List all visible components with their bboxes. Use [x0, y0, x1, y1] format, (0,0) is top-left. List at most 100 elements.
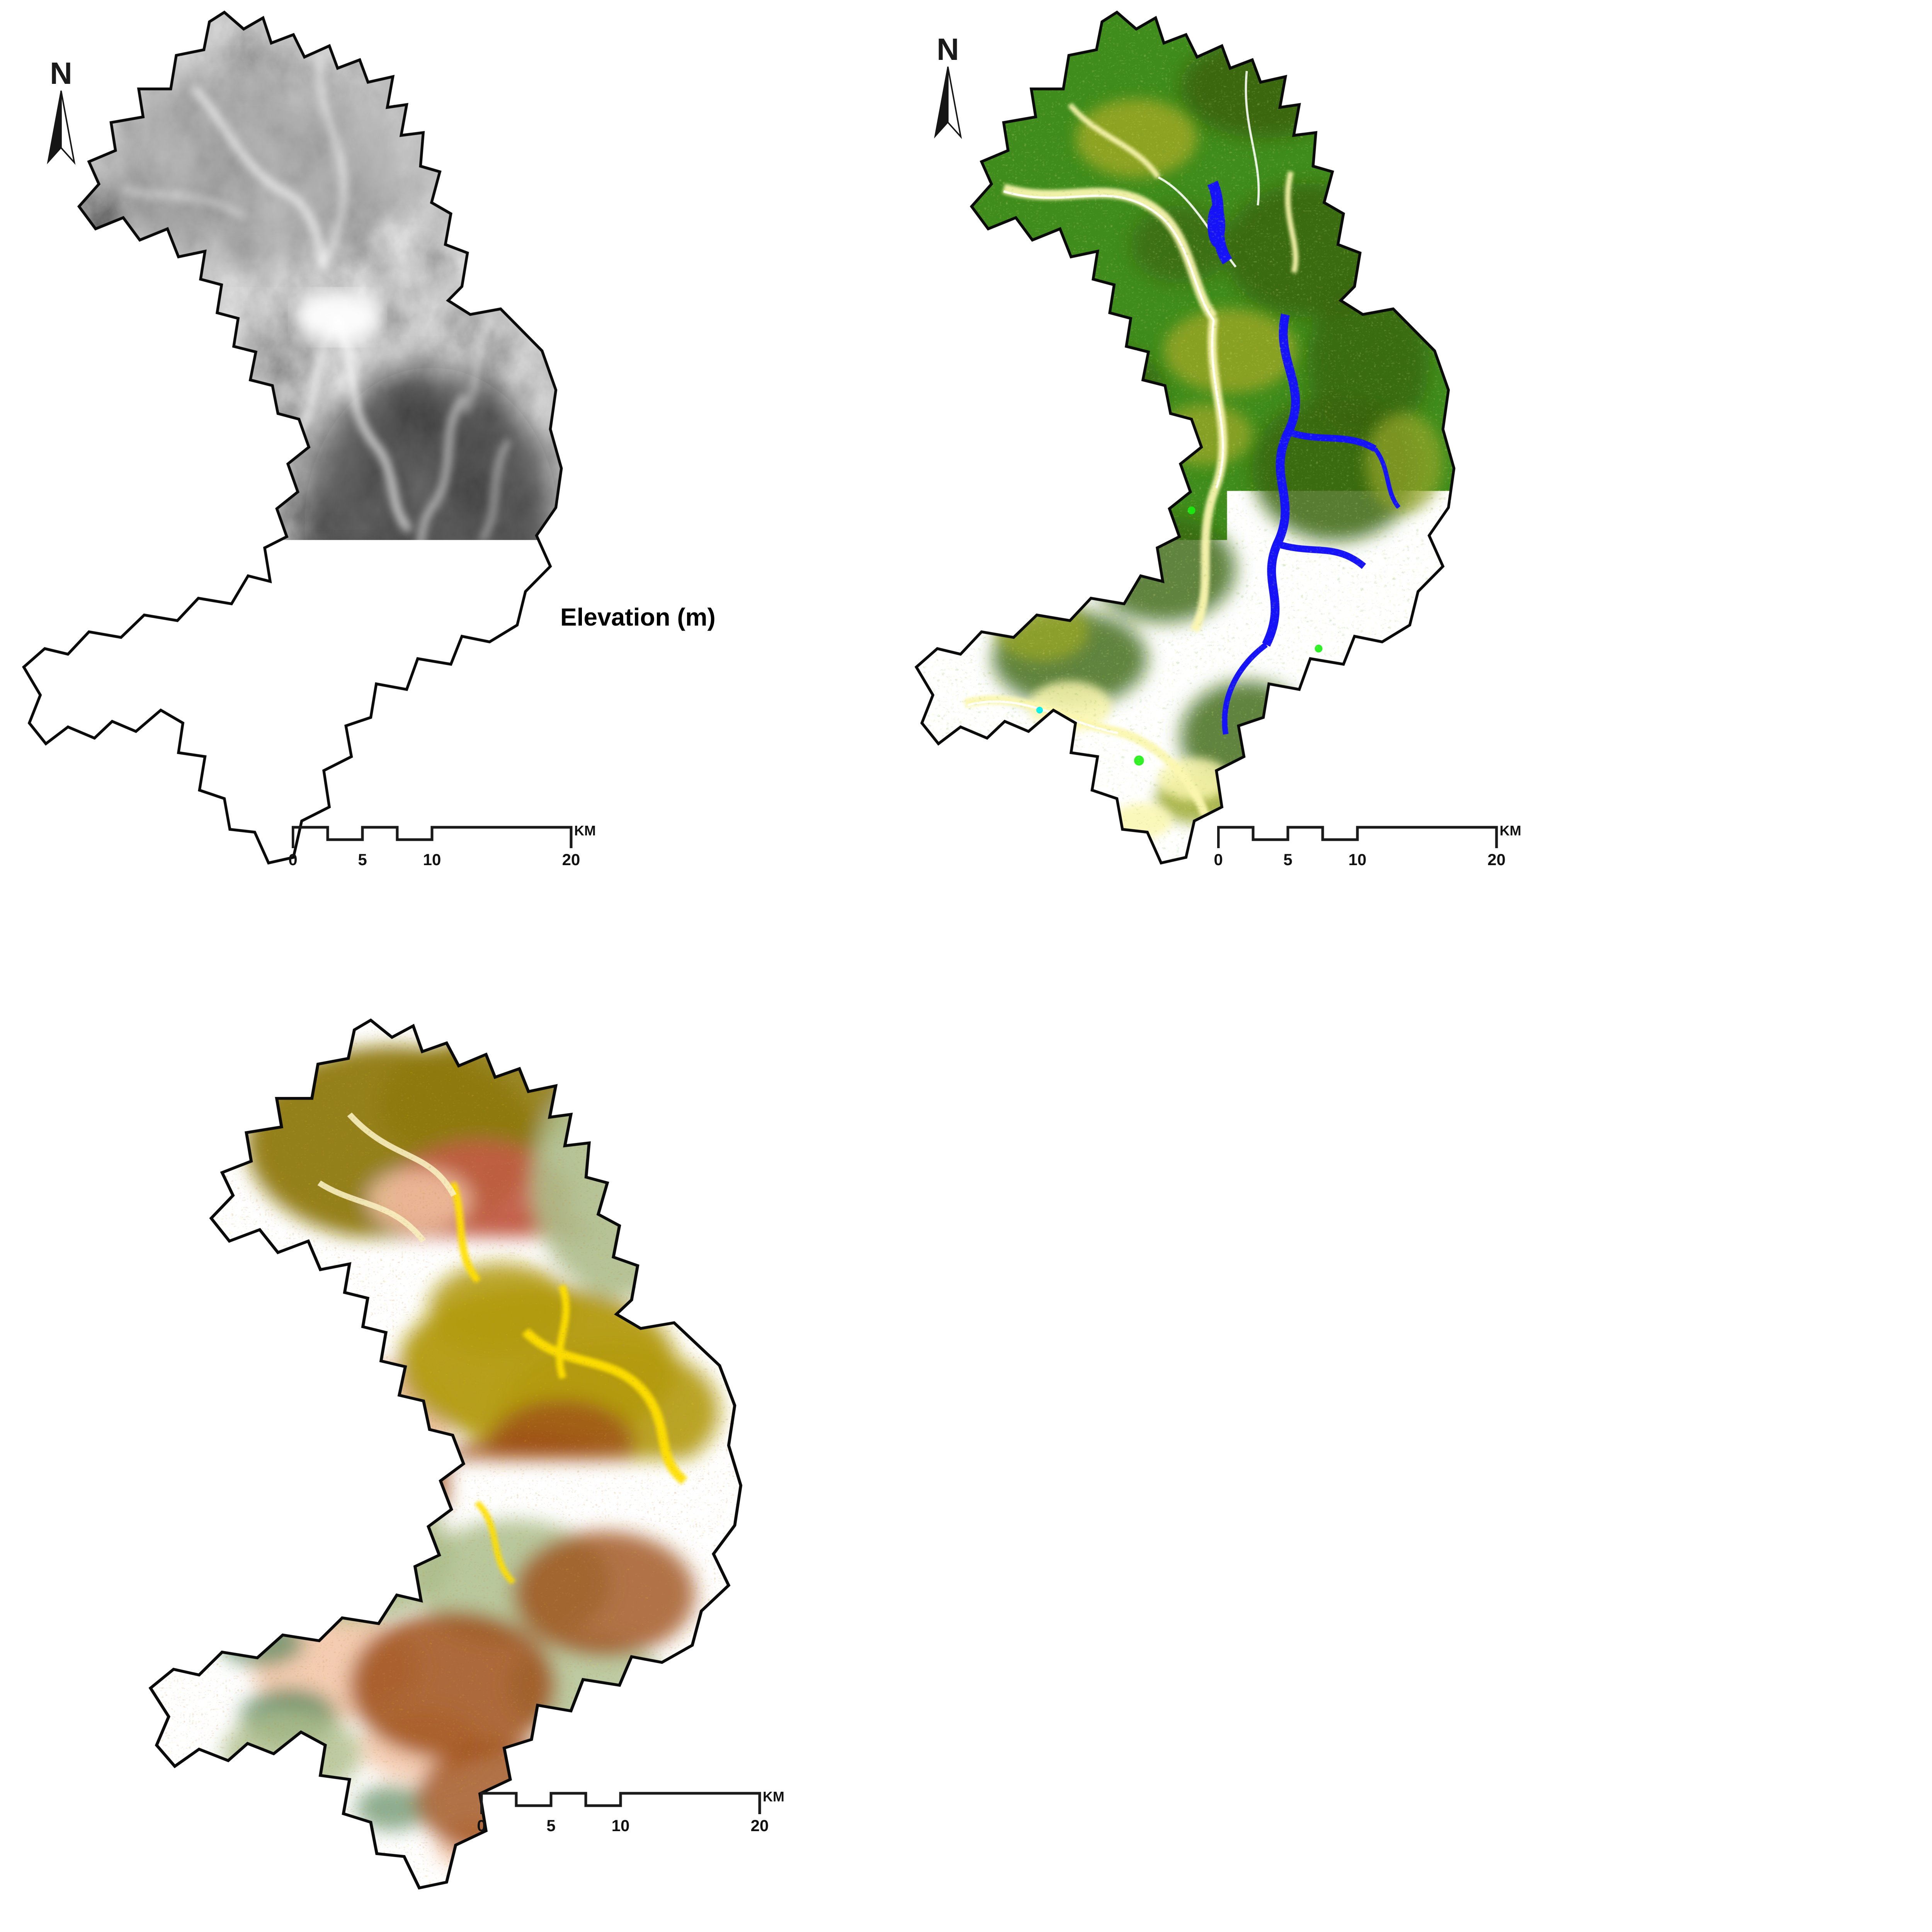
legend-swatch	[1612, 583, 1655, 605]
legend-label: 활엽수림	[1848, 643, 1911, 668]
legend-swatch	[1795, 706, 1837, 727]
legend-item: 금곡	[866, 1787, 940, 1814]
legend-swatch	[1194, 1409, 1235, 1429]
legend-label: 평전	[1580, 1708, 1607, 1729]
legend-swatch	[1304, 1381, 1345, 1401]
legend-swatch	[1612, 828, 1655, 849]
legend-swatch	[1304, 1845, 1345, 1865]
legend-swatch	[1304, 1599, 1345, 1619]
legend-item: 주거지역	[1612, 579, 1759, 609]
legend-swatch	[1413, 1409, 1454, 1429]
legend-label: 교통지역	[1665, 704, 1728, 729]
legend-swatch	[1304, 1627, 1345, 1647]
legend-swatch	[1533, 1381, 1574, 1401]
legend-swatch	[866, 1654, 906, 1674]
legend-item: 덕천	[976, 1650, 1050, 1678]
legend-label: 회곡	[1690, 1599, 1717, 1620]
legend-label: 삼각	[1241, 1381, 1268, 1402]
legend-label: 석토	[1241, 1463, 1268, 1484]
legend-item: 각화	[866, 1405, 940, 1433]
legend-label: 논산	[1023, 1408, 1050, 1429]
legend-item: 도전	[976, 1759, 1050, 1787]
legend-swatch	[1304, 1763, 1345, 1783]
legend-item: 교통지역	[1612, 701, 1759, 731]
legend-item: 수역	[1795, 823, 1926, 854]
legend-swatch	[976, 1599, 1017, 1619]
legend-item: 추계	[1533, 1623, 1634, 1651]
legend-swatch	[1304, 1790, 1345, 1810]
legend-swatch	[1085, 1708, 1126, 1728]
legend-item: 낙동	[866, 1814, 940, 1841]
panel-label-c: (c)	[887, 1926, 972, 1932]
legend-label: 안룡	[1241, 1735, 1268, 1756]
legend-item: 석천	[1194, 1432, 1295, 1460]
legend-label: 석천	[1241, 1435, 1268, 1457]
legend-label: 평창	[1580, 1735, 1607, 1756]
legend-swatch	[1533, 1545, 1574, 1565]
legend-swatch	[1085, 1627, 1126, 1647]
scale-bar-line	[480, 1787, 789, 1818]
legend-label: 원곡	[1351, 1817, 1378, 1838]
soil-legend-column-6: 월곡 월정 율곡 은곡 음성 이목 이현 인제 임곡 장계 장성 장원 장천 저수지 정동 제천 종곡 죽곡	[1413, 1378, 1501, 1868]
legend-label: 근산	[913, 1762, 940, 1784]
legend-swatch	[1533, 1572, 1574, 1592]
legend-swatch	[976, 1545, 1017, 1565]
legend-label: 상주	[1241, 1408, 1268, 1429]
legend-label: 이목	[1461, 1517, 1488, 1538]
legend-swatch	[1643, 1490, 1684, 1510]
legend-item: 수북	[1194, 1541, 1295, 1569]
legend-item: 송산	[1194, 1487, 1295, 1514]
legend-swatch	[1413, 1627, 1454, 1647]
legend-label: 오대	[1351, 1490, 1378, 1511]
legend-item: 강서	[866, 1432, 940, 1460]
legend-label: 하우스재배지	[1665, 826, 1759, 851]
legend-label: 수암	[1241, 1571, 1268, 1593]
legend-label: 이현	[1461, 1544, 1488, 1566]
scalebar-tick-label: 20	[562, 850, 580, 869]
legend-swatch	[1304, 1736, 1345, 1756]
legend-item: 화봉	[1643, 1541, 1717, 1569]
soil-legend-column-3: 망실 매곡 매봉 모산 무등 무이 문경 미악 미탄 민악 반천 반호 방곡 백산 본량 부곡 사촌 산계	[1085, 1378, 1159, 1868]
legend-label: 고평	[913, 1517, 940, 1538]
legend-label: 중동	[1580, 1381, 1607, 1402]
legend-swatch	[1643, 1409, 1684, 1429]
legend-label: 인제	[1461, 1571, 1488, 1593]
legend-label: 원지	[1351, 1844, 1378, 1865]
legend-label: 본량	[1132, 1762, 1159, 1784]
legend-label: 망실	[1132, 1381, 1159, 1402]
legend-item: 행곡	[1643, 1432, 1717, 1460]
soil-legend-column-8: 학곡 함평 행곡 호계 홍천 화동 화봉 황룡 회곡 흑석	[1643, 1378, 1717, 1650]
legend-label: 우평	[1351, 1735, 1378, 1756]
legend-swatch	[1413, 1599, 1454, 1619]
panel-label-a: (a)	[344, 896, 429, 946]
legend-swatch	[1194, 1736, 1235, 1756]
legend-swatch	[976, 1572, 1017, 1592]
legend-label: 망실	[1023, 1844, 1050, 1865]
scalebar-tick-label: 10	[1349, 850, 1367, 869]
legend-swatch	[1085, 1545, 1126, 1565]
legend-label: 화동	[1690, 1517, 1717, 1538]
legend-item: 장천	[1413, 1705, 1501, 1732]
legend-item: 활엽수림	[1795, 640, 1926, 670]
legend-swatch	[1304, 1463, 1345, 1483]
legend-swatch	[866, 1817, 906, 1837]
legend-item: 방곡	[1085, 1705, 1159, 1732]
legend-item: 민악	[1085, 1623, 1159, 1651]
legend-item: 과림	[866, 1541, 940, 1569]
legend-swatch	[1795, 828, 1837, 849]
legend-item: 위락시설지역	[1612, 670, 1759, 701]
legend-swatch	[1304, 1681, 1345, 1701]
legend-item: 마산	[976, 1787, 1050, 1814]
legend-swatch	[866, 1736, 906, 1756]
legend-label: 부곡	[1132, 1789, 1159, 1811]
legend-item: 논	[1612, 762, 1759, 793]
legend-item: 예산	[1304, 1432, 1378, 1460]
legend-label: 모산	[1132, 1463, 1159, 1484]
legend-item: 안미	[1194, 1759, 1295, 1787]
legend-item: 월곡	[1413, 1378, 1501, 1405]
legend-item: 옥계	[1304, 1541, 1378, 1569]
legend-swatch	[866, 1381, 906, 1401]
soil-legend-column-2: 녹전 논산 뇌곡 대곡 대구 대산 대원 대흥 덕곡 덕산 덕천 덕평 도계 도산 도전 마산 마지 망실	[976, 1378, 1050, 1868]
legend-label: 각화	[913, 1408, 940, 1429]
legend-label: 마지	[1023, 1817, 1050, 1838]
